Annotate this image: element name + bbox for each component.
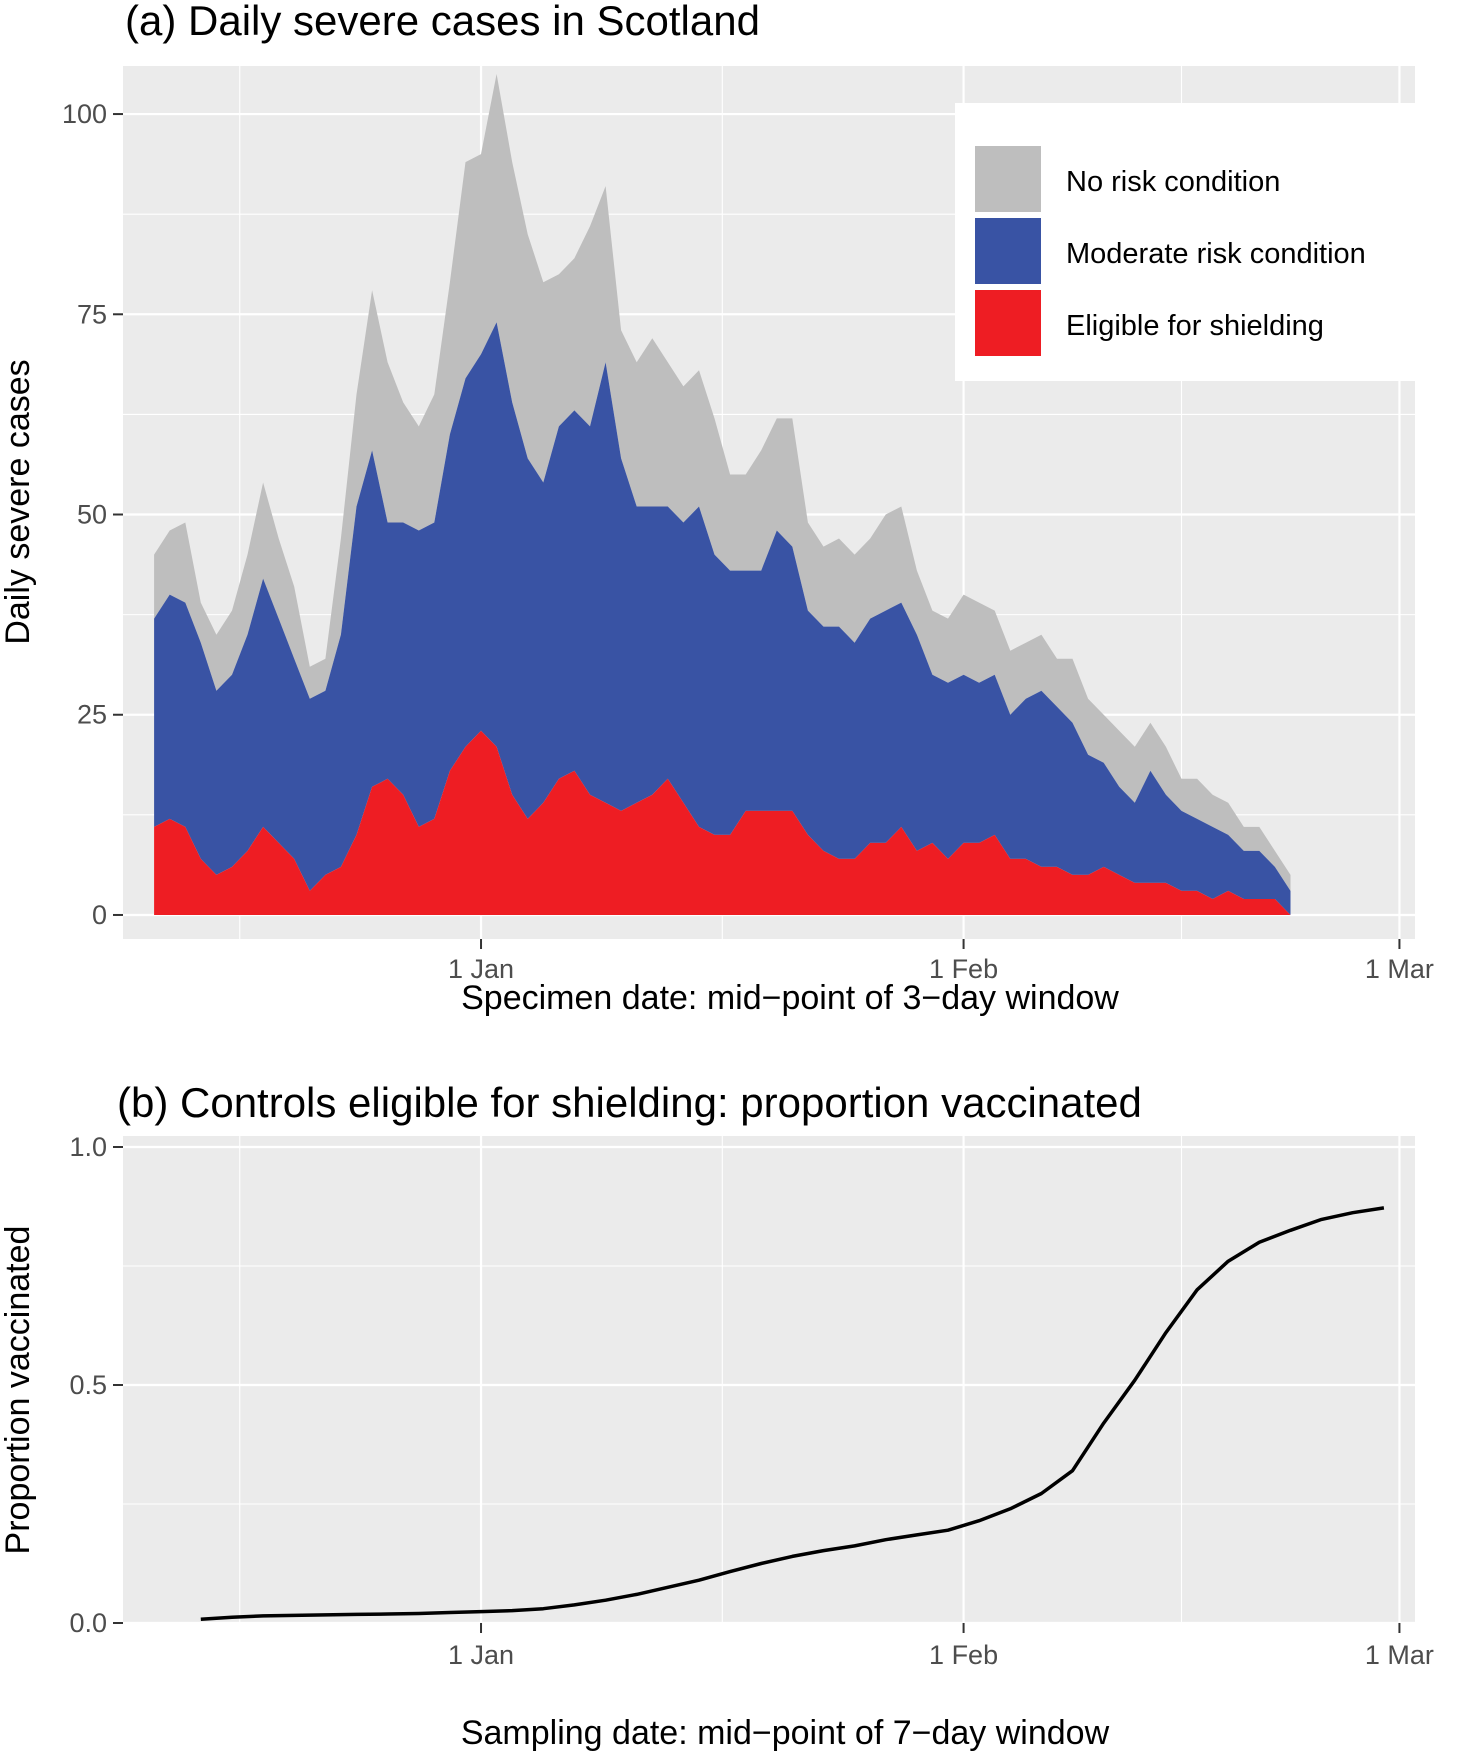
legend-key-shielding <box>975 290 1041 356</box>
panel-a-y-tick-label: 25 <box>77 700 107 730</box>
legend-key-moderate-risk <box>975 218 1041 284</box>
line-proportion-vaccinated <box>200 1206 1385 1621</box>
panel-b: (b) Controls eligible for shielding: pro… <box>0 1079 1434 1752</box>
panel-b-title: (b) Controls eligible for shielding: pro… <box>117 1079 1142 1126</box>
panel-b-background <box>123 1136 1415 1623</box>
panel-b-y-axis-title: Proportion vaccinated <box>0 1226 37 1555</box>
panel-a: (a) Daily severe cases in Scotland 0 25 50… <box>0 0 1434 1017</box>
panel-a-y-tick-label: 100 <box>62 99 107 129</box>
panel-b-x-tick-label: 1 Feb <box>929 1640 998 1670</box>
panel-a-x-tick-label: 1 Feb <box>929 954 998 984</box>
legend: No risk condition Moderate risk conditio… <box>955 103 1431 381</box>
panel-b-y-axis: 0.0 0.5 1.0 <box>69 1132 123 1638</box>
panel-a-x-tick-label: 1 Mar <box>1365 954 1434 984</box>
panel-a-y-tick-label: 50 <box>77 500 107 530</box>
panel-b-y-tick-label: 1.0 <box>69 1132 107 1162</box>
panel-a-y-tick-label: 0 <box>92 900 107 930</box>
panel-a-y-axis: 0 25 50 75 100 <box>62 99 123 930</box>
panel-b-x-tick-label: 1 Jan <box>448 1640 514 1670</box>
panel-b-x-axis: 1 Jan 1 Feb 1 Mar <box>448 1623 1434 1670</box>
area-no-risk-condition <box>154 74 1291 891</box>
panel-a-x-tick-label: 1 Jan <box>448 954 514 984</box>
panel-a-areas <box>154 74 1291 915</box>
panel-b-x-axis-title: Sampling date: mid−point of 7−day window <box>461 1714 1110 1752</box>
legend-label-shielding: Eligible for shielding <box>1066 310 1324 342</box>
panel-b-grid <box>123 1136 1415 1625</box>
panel-b-line <box>200 1206 1385 1621</box>
panel-a-x-axis-title: Specimen date: mid−point of 3−day window <box>461 979 1119 1017</box>
area-eligible-for-shielding <box>154 730 1291 915</box>
panel-b-y-tick-label: 0.5 <box>69 1370 107 1400</box>
panel-b-y-tick-label: 0.0 <box>69 1608 107 1638</box>
panel-a-y-tick-label: 75 <box>77 299 107 329</box>
legend-label-moderate-risk: Moderate risk condition <box>1066 238 1366 270</box>
panel-b-x-tick-label: 1 Mar <box>1365 1640 1434 1670</box>
legend-label-no-risk: No risk condition <box>1066 166 1280 198</box>
panel-a-x-axis: 1 Jan 1 Feb 1 Mar <box>448 939 1434 984</box>
panel-a-y-axis-title: Daily severe cases <box>0 359 37 644</box>
panel-a-title: (a) Daily severe cases in Scotland <box>125 0 760 44</box>
area-moderate-risk-condition <box>154 322 1291 915</box>
legend-key-no-risk <box>975 146 1041 212</box>
